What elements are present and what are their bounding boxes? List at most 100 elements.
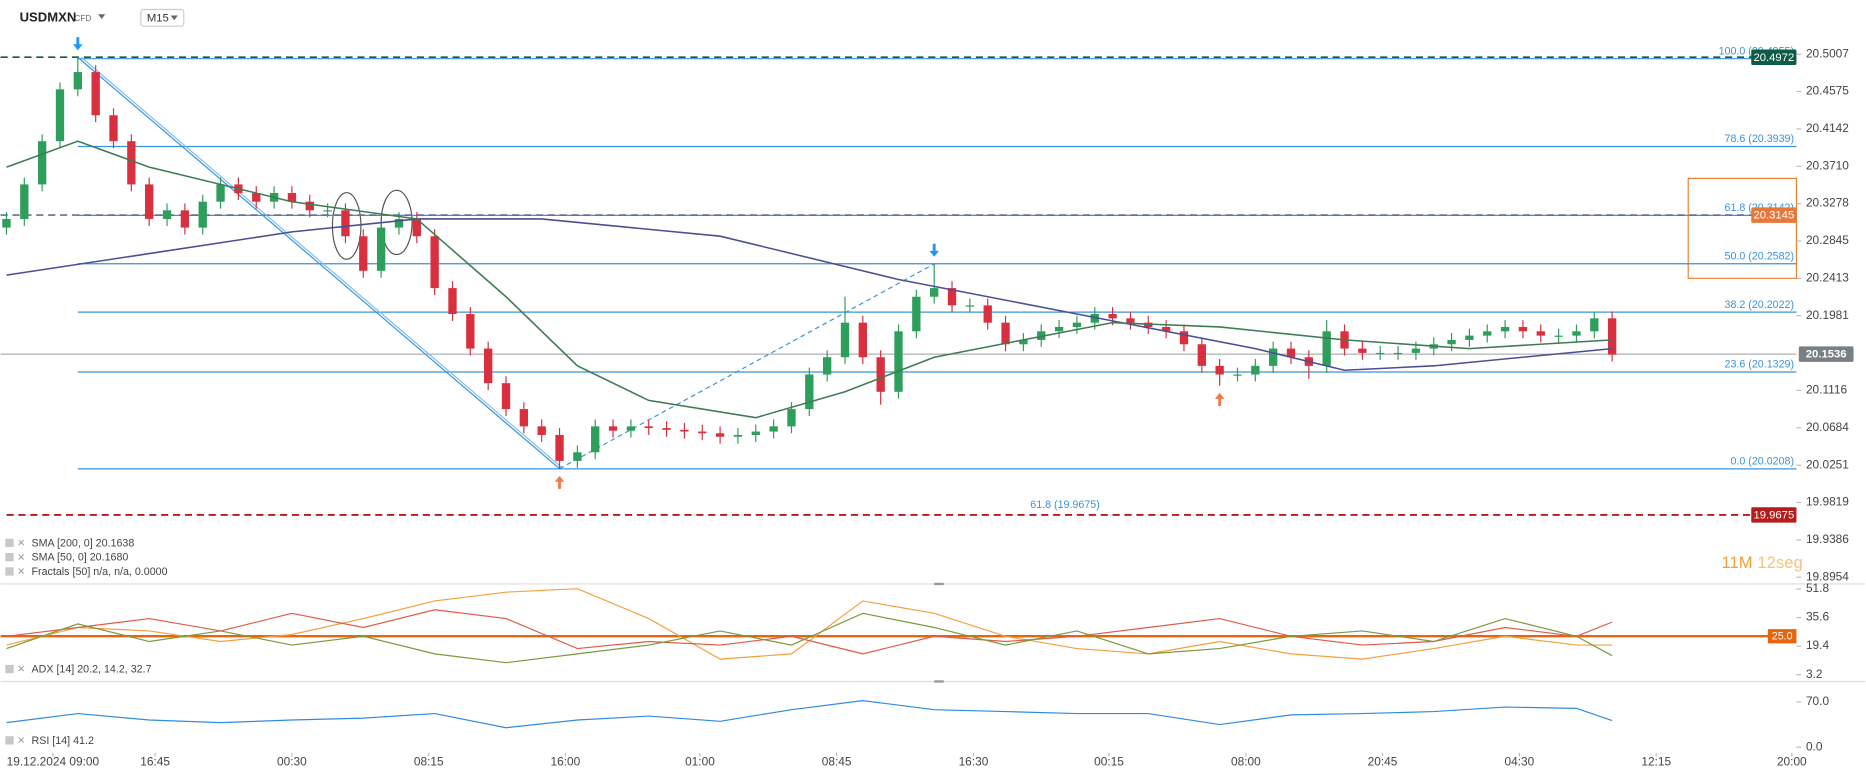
candle-body <box>37 141 47 185</box>
fractal-high <box>929 243 939 257</box>
legend-entry: ADX [14] 20.2, 14.2, 32.7 <box>32 663 152 675</box>
candle-body <box>484 348 493 384</box>
timeframe: M15 <box>147 12 169 24</box>
candle-body <box>876 357 885 392</box>
y-tick-label: 51.8 <box>1806 581 1830 595</box>
candle-body <box>1572 331 1581 336</box>
candle-body <box>466 314 475 349</box>
fib-label: 50.0 (20.2582) <box>1725 250 1795 262</box>
candle-body <box>1072 322 1082 327</box>
legend-icon <box>5 553 14 562</box>
fib-label: 23.6 (20.1329) <box>1725 359 1795 371</box>
candle-body <box>412 218 421 237</box>
y-tick-label: 20.3710 <box>1806 158 1849 172</box>
candle-body <box>1376 352 1385 355</box>
symbol-type: CFD <box>74 13 91 23</box>
candle-body <box>287 193 297 202</box>
x-tick-label: 00:15 <box>1094 754 1124 768</box>
candle-body <box>1197 344 1206 366</box>
candle-body <box>109 115 118 142</box>
candle-body <box>965 305 975 307</box>
candle-body <box>822 357 832 375</box>
y-tick-label: 19.9819 <box>1806 495 1849 509</box>
threshold-label: 25.0 <box>1772 631 1793 643</box>
x-tick-label: 16:45 <box>140 754 170 768</box>
timeframe-box[interactable] <box>140 8 185 27</box>
x-tick-label: 00:30 <box>277 754 307 768</box>
x-tick-label: 04:30 <box>1505 754 1535 768</box>
candle-body <box>662 428 671 430</box>
candle-body <box>1233 374 1242 376</box>
candle-body <box>145 184 154 219</box>
x-tick-label: 19.12.2024 09:00 <box>7 754 100 768</box>
candle-body <box>947 288 957 306</box>
candle-body <box>1161 326 1171 332</box>
candle-body <box>501 383 511 410</box>
candle-body <box>591 426 600 453</box>
x-tick-label: 16:00 <box>551 754 581 768</box>
y-tick-label: 20.0684 <box>1806 420 1849 434</box>
y-tick-label: 20.4142 <box>1806 121 1849 135</box>
candle-body <box>573 452 582 461</box>
candle-body <box>359 236 368 271</box>
price-tag <box>1751 207 1797 223</box>
candle-body <box>1536 331 1545 336</box>
candle-body <box>376 227 386 271</box>
candle-body <box>394 218 404 228</box>
candle-body <box>55 89 65 142</box>
y-tick-label: 35.6 <box>1806 610 1830 624</box>
candle-body <box>252 193 261 202</box>
candle-body <box>751 431 760 436</box>
panel-resize-handle[interactable] <box>934 582 944 586</box>
legend-close: ✕ <box>17 552 25 563</box>
sma-line <box>6 218 1613 372</box>
candle-body <box>1037 331 1046 340</box>
candle-body <box>858 322 867 358</box>
y-tick-label: 20.1981 <box>1806 308 1849 322</box>
candle-body <box>1251 365 1260 375</box>
candle-body <box>537 426 546 436</box>
fib-label: 0.0 (20.0208) <box>1730 456 1794 468</box>
candle-body <box>127 141 136 185</box>
symbol-dropdown[interactable] <box>98 14 106 20</box>
symbol[interactable]: USDMXN <box>20 9 77 24</box>
trend-line <box>81 56 564 470</box>
candle-body <box>180 210 190 228</box>
candle-body <box>715 433 725 437</box>
timeframe-dropdown[interactable] <box>170 15 178 21</box>
y-tick-label: 19.9386 <box>1806 532 1849 546</box>
fib-label: 38.2 (20.2022) <box>1725 299 1795 311</box>
y-tick-label: 20.0251 <box>1806 457 1849 471</box>
candle-body <box>1001 322 1010 345</box>
sma-line <box>6 140 1613 419</box>
y-tick-label: 20.1116 <box>1806 383 1848 397</box>
x-tick-label: 16:30 <box>959 754 989 768</box>
y-tick-label: 20.2845 <box>1806 233 1849 247</box>
candle-body <box>1179 331 1189 345</box>
candle-body <box>1393 352 1403 355</box>
candle-body <box>626 426 636 431</box>
price-tag <box>1751 507 1797 523</box>
trend-line <box>559 263 935 470</box>
legend-close: ✕ <box>17 567 25 578</box>
candle-body <box>555 435 564 461</box>
panel-resize-handle[interactable] <box>934 680 944 683</box>
price-tag-label: 20.3145 <box>1753 210 1794 222</box>
x-tick-label: 08:15 <box>414 754 444 768</box>
candle-body <box>894 331 903 392</box>
x-tick-label: 12:15 <box>1641 754 1671 768</box>
legend-entry: SMA [50, 0] 20.1680 <box>32 552 129 564</box>
candle-body <box>91 72 100 116</box>
candle-body <box>1019 339 1028 345</box>
x-tick-label: 20:00 <box>1777 754 1807 768</box>
legend-icon <box>5 664 14 674</box>
candle-body <box>519 409 529 427</box>
candle-body <box>1358 348 1367 353</box>
x-tick-label: 20:45 <box>1368 754 1398 768</box>
candle-body <box>680 429 689 432</box>
candle-body <box>1269 348 1278 366</box>
candle-body <box>448 288 457 315</box>
legend-icon <box>5 567 14 576</box>
